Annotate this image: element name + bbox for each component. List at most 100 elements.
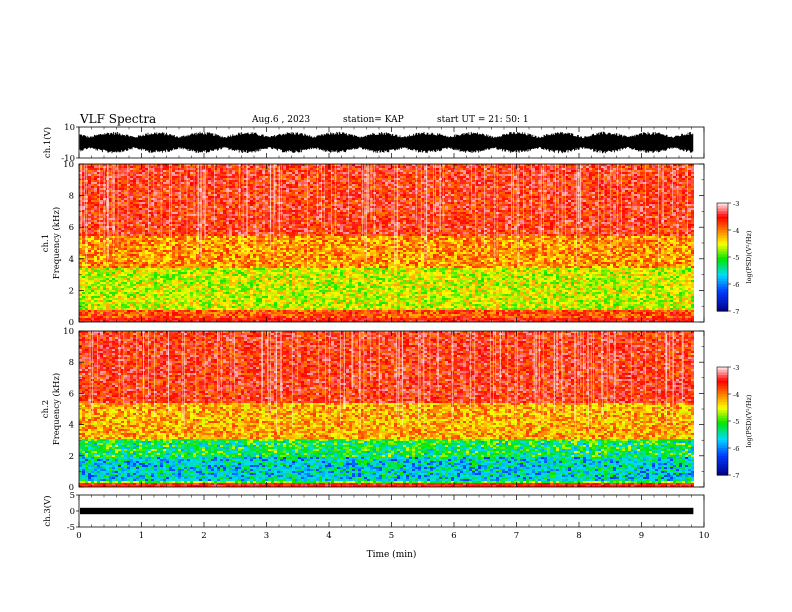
spectrogram-cell [325,190,328,192]
spectrogram-cell [208,166,211,168]
spectrogram-cell [136,192,139,194]
spectrogram-cell [418,178,421,180]
spectrogram-cell [358,174,361,176]
spectrogram-cell [520,166,523,168]
spectrogram-cell [508,170,511,172]
spectrogram-cell [235,176,238,178]
spectrogram-cell [298,180,301,182]
spectrogram-cell [613,204,616,206]
spectrogram-cell [514,170,517,172]
spectrogram-cell [466,204,469,206]
spectrogram-cell [610,176,613,178]
spectrogram-cell [241,190,244,192]
spectrogram-cell [376,182,379,184]
spectrogram-cell [226,172,229,174]
spectrogram-cell [256,182,259,184]
spectrogram-cell [163,196,166,198]
spectrogram-cell [445,190,448,192]
spectrogram-cell [634,180,637,182]
spectrogram-cell [625,198,628,200]
spectrogram-cell [223,190,226,192]
spectrogram-cell [667,192,670,194]
spectrogram-cell [103,186,106,188]
spectrogram-cell [496,186,499,188]
spectrogram-cell [412,188,415,190]
spectrogram-cell [430,190,433,192]
spectrogram-cell [487,168,490,170]
spectrogram-cell [505,184,508,186]
spectrogram-cell [454,170,457,172]
spectrogram-cell [679,166,682,168]
spectrogram-cell [286,206,289,208]
spectrogram-cell [457,170,460,172]
spectrogram-cell [430,178,433,180]
spectrogram-cell [652,184,655,186]
spectrogram-cell [124,170,127,172]
spectrogram-cell [136,200,139,202]
spectrogram-cell [544,192,547,194]
spectrogram-cell [163,200,166,202]
spectrogram-cell [271,168,274,170]
spectrogram-cell [154,178,157,180]
spectrogram-cell [184,192,187,194]
spectrogram-cell [133,202,136,204]
spectrogram-cell [682,176,685,178]
spectrogram-cell [583,174,586,176]
spectrogram-cell [589,198,592,200]
spectrogram-cell [382,196,385,198]
spectrogram-cell [325,186,328,188]
spectrogram-cell [301,206,304,208]
spectrogram-cell [589,170,592,172]
spectrogram-cell [691,184,694,186]
spectrogram-cell [340,192,343,194]
spectrogram-cell [250,202,253,204]
spectrogram-cell [322,178,325,180]
spectrogram-cell [556,170,559,172]
spectrogram-cell [190,176,193,178]
spectrogram-cell [394,170,397,172]
spectrogram-cell [100,166,103,168]
spectrogram-cell [400,202,403,204]
spectrogram-cell [130,204,133,206]
spectrogram-cell [229,170,232,172]
spectrogram-cell [301,170,304,172]
spectrogram-cell [136,204,139,206]
spectrogram-cell [118,180,121,182]
spectrogram-cell [163,168,166,170]
spectrogram-cell [178,188,181,190]
spectrogram-cell [655,204,658,206]
spectrogram-cell [253,194,256,196]
spectrogram-cell [313,166,316,168]
spectrogram-cell [292,196,295,198]
spectrogram-cell [682,166,685,168]
spectrogram-cell [550,168,553,170]
spectrogram-cell [175,206,178,208]
spectrogram-cell [547,182,550,184]
spectrogram-cell [499,174,502,176]
spectrogram-cell [91,190,94,192]
spectrogram-cell [544,190,547,192]
spectrogram-cell [322,168,325,170]
spectrogram-cell [193,166,196,168]
spectrogram-cell [226,192,229,194]
spectrogram-cell [259,178,262,180]
spectrogram-cell [649,174,652,176]
spectrogram-cell [265,184,268,186]
spectrogram-cell [544,174,547,176]
spectrogram-cell [253,206,256,208]
spectrogram-cell [337,204,340,206]
spectrogram-cell [133,170,136,172]
spectrogram-cell [649,190,652,192]
spectrogram-cell [382,192,385,194]
spectrogram-cell [145,166,148,168]
spectrogram-cell [403,198,406,200]
spectrogram-cell [271,194,274,196]
spectrogram-cell [481,168,484,170]
spectrogram-cell [628,202,631,204]
spectrogram-cell [592,190,595,192]
spectrogram-cell [142,196,145,198]
spectrogram-cell [637,198,640,200]
spectrogram-cell [676,204,679,206]
spectrogram-cell [520,202,523,204]
spectrogram-cell [577,170,580,172]
